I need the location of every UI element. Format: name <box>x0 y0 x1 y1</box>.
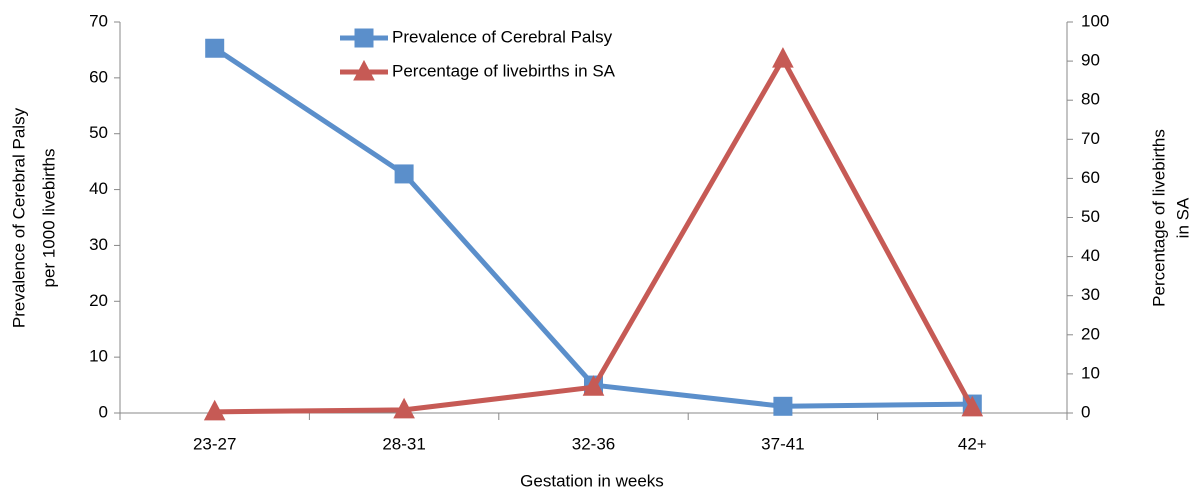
y2-tick-label: 30 <box>1081 285 1100 304</box>
legend-label: Percentage of livebirths in SA <box>392 61 616 80</box>
x-tick-label: 32-36 <box>572 434 615 453</box>
y-tick-label: 60 <box>89 67 108 86</box>
y-axis-title: per 1000 livebirths <box>39 149 58 288</box>
y-tick-label: 20 <box>89 291 108 310</box>
y-tick-label: 50 <box>89 123 108 142</box>
x-tick-label: 28-31 <box>382 434 425 453</box>
data-point <box>205 38 225 58</box>
y-tick-label: 10 <box>89 347 108 366</box>
legend-marker <box>354 28 374 48</box>
y2-axis-title: in SA <box>1173 197 1192 238</box>
x-axis-title: Gestation in weeks <box>520 471 664 490</box>
y2-tick-label: 0 <box>1081 402 1090 421</box>
data-point <box>582 375 605 396</box>
y2-tick-label: 70 <box>1081 129 1100 148</box>
data-point <box>961 395 984 417</box>
series-line <box>214 56 975 415</box>
x-tick-label: 23-27 <box>193 434 236 453</box>
y-tick-label: 70 <box>89 11 108 30</box>
y2-tick-label: 100 <box>1081 11 1109 30</box>
y2-tick-label: 90 <box>1081 51 1100 70</box>
data-point <box>203 399 226 421</box>
y2-tick-label: 40 <box>1081 246 1100 265</box>
legend-marker <box>353 59 375 81</box>
y2-tick-label: 60 <box>1081 168 1100 187</box>
y2-tick-label: 50 <box>1081 207 1100 226</box>
series-line <box>213 46 973 409</box>
x-tick-label: 37-41 <box>761 434 804 453</box>
data-point <box>394 164 414 184</box>
y2-tick-label: 20 <box>1081 324 1100 343</box>
y-axis-title: Prevalence of Cerebral Palsy <box>9 107 28 328</box>
data-point <box>393 397 415 419</box>
y-tick-label: 0 <box>99 402 108 421</box>
y-tick-label: 30 <box>89 235 108 254</box>
x-tick-label: 42+ <box>958 434 987 453</box>
data-point <box>773 396 793 416</box>
y-tick-label: 40 <box>89 179 108 198</box>
y2-axis-title: Percentage of livebirths <box>1149 129 1168 307</box>
legend-label: Prevalence of Cerebral Palsy <box>392 27 613 46</box>
data-point <box>772 47 794 68</box>
y2-tick-label: 80 <box>1081 90 1100 109</box>
y2-tick-label: 10 <box>1081 363 1100 382</box>
